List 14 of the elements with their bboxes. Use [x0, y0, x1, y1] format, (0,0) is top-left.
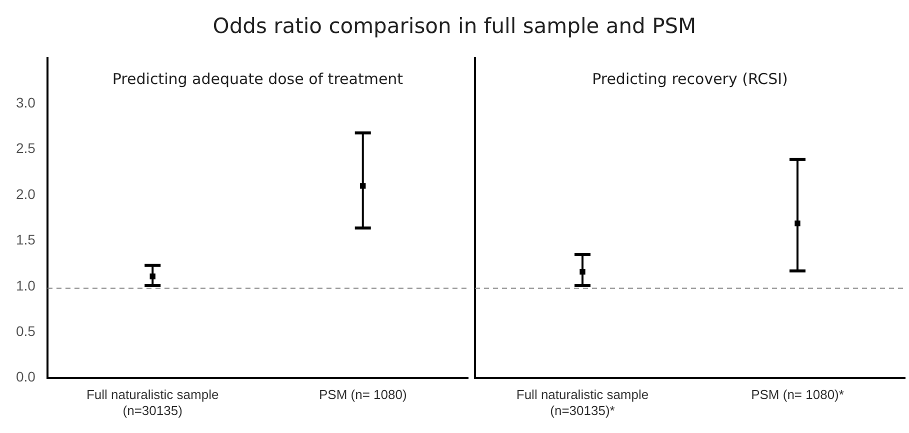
- annotation: Predicting recovery (RCSI): [592, 70, 788, 88]
- y-tick-label: 0.5: [16, 322, 36, 339]
- y-tick-label: 2.0: [16, 186, 36, 202]
- chart-title: Odds ratio comparison in full sample and PSM: [212, 14, 698, 38]
- y-tick-label: 1.0: [16, 277, 36, 294]
- annotation: Predicting adequate dose of treatment: [112, 70, 404, 88]
- y-tick-label: 3.0: [16, 94, 36, 111]
- x-tick-label: Full naturalistic sample (n=30135)*: [516, 387, 649, 418]
- y-tick-label: 0.0: [16, 368, 36, 385]
- x-tick-label: Full naturalistic sample (n=30135): [86, 387, 219, 418]
- y-tick-label: 1.5: [16, 232, 36, 248]
- y-tick-label: 2.5: [16, 140, 36, 156]
- x-tick-label: PSM (n= 1080): [318, 387, 407, 402]
- x-tick-label: PSM (n= 1080)*: [751, 387, 844, 402]
